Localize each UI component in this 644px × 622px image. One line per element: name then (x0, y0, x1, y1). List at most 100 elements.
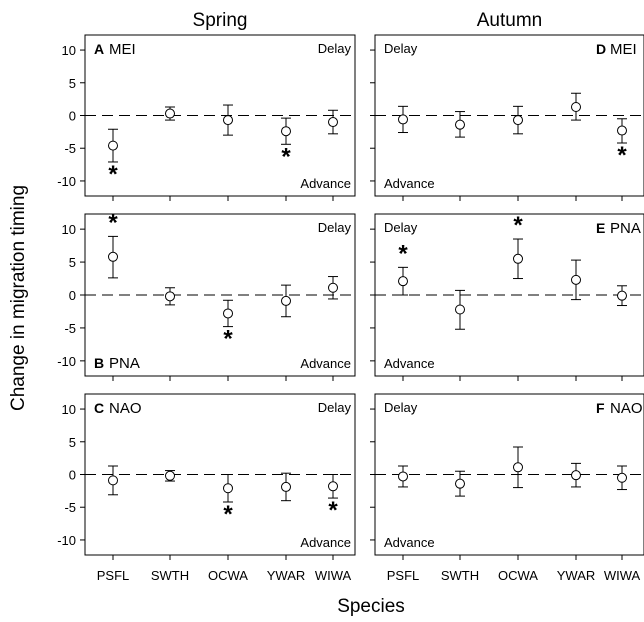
panel-letter: E (596, 220, 605, 236)
data-point (513, 462, 523, 473)
panel-c: 10 5 0 -5 -10 C NAO Delay Advance * * PSFL SWTH OCWA Y… (57, 393, 356, 583)
y-tick-label: 10 (62, 222, 76, 237)
significance-star: * (223, 326, 233, 353)
panel-d: Autumn D MEI Delay Advance * (370, 10, 644, 201)
significance-star: * (617, 142, 627, 169)
panel-letter: B (94, 355, 104, 371)
advance-label: Advance (300, 356, 351, 371)
x-category-label: WIWA (604, 568, 641, 583)
data-point (455, 304, 465, 315)
panel-letter: A (94, 41, 104, 57)
y-tick-label: 5 (69, 255, 76, 270)
y-tick-label: 0 (69, 288, 76, 303)
y-tick-label: -10 (57, 533, 76, 548)
x-category-label: WIWA (315, 568, 352, 583)
significance-star: * (108, 209, 118, 236)
significance-star: * (398, 240, 408, 267)
y-tick-label: -10 (57, 174, 76, 189)
panel-letter: D (596, 41, 606, 57)
y-tick-label: -5 (64, 500, 76, 515)
significance-star: * (108, 161, 118, 188)
column-title: Autumn (477, 10, 542, 31)
y-tick-label: 5 (69, 435, 76, 450)
data-point (223, 308, 233, 319)
data-point (223, 115, 233, 126)
data-point (165, 470, 175, 481)
panel-index-label: MEI (610, 41, 637, 58)
y-tick-label: -10 (57, 354, 76, 369)
significance-star: * (328, 497, 338, 524)
x-category-label: YWAR (557, 568, 596, 583)
significance-star: * (281, 143, 291, 170)
panel-letter: F (596, 400, 605, 416)
panel-f: F NAO Delay Advance PSFL SWTH OCWA YWAR WIWA (370, 393, 644, 583)
panel-index-label: NAO (109, 400, 142, 417)
data-point (328, 282, 338, 293)
data-point (398, 114, 408, 125)
panels: 10 5 0 -5 -10 Spring A MEI Delay Advance * * Autumn D… (57, 10, 644, 583)
delay-label: Delay (318, 400, 352, 415)
data-point (328, 481, 338, 492)
y-tick-label: 10 (62, 43, 76, 58)
x-category-label: OCWA (208, 568, 248, 583)
data-point (513, 115, 523, 126)
x-category-label: PSFL (97, 568, 130, 583)
panel-letter: C (94, 400, 104, 416)
y-axis-label: Change in migration timing (8, 185, 29, 411)
panel-a: 10 5 0 -5 -10 Spring A MEI Delay Advance * * (57, 10, 356, 201)
panel-index-label: MEI (109, 41, 136, 58)
x-category-label: SWTH (441, 568, 479, 583)
x-category-label: OCWA (498, 568, 538, 583)
delay-label: Delay (384, 400, 418, 415)
data-point (571, 101, 581, 112)
data-point (108, 251, 118, 262)
advance-label: Advance (384, 356, 435, 371)
delay-label: Delay (318, 41, 352, 56)
y-tick-label: 0 (69, 109, 76, 124)
panel-index-label: PNA (109, 355, 140, 372)
data-point (398, 471, 408, 482)
data-point (571, 274, 581, 285)
data-point (617, 125, 627, 136)
data-point (108, 475, 118, 486)
y-tick-label: 10 (62, 402, 76, 417)
delay-label: Delay (384, 41, 418, 56)
data-point (398, 276, 408, 287)
data-point (165, 291, 175, 302)
data-point (281, 126, 291, 137)
x-category-label: PSFL (387, 568, 420, 583)
data-point (165, 108, 175, 119)
data-point (455, 119, 465, 130)
x-axis-label: Species (337, 596, 405, 617)
panel-index-label: PNA (610, 220, 641, 237)
data-point (617, 472, 627, 483)
x-category-label: YWAR (267, 568, 306, 583)
delay-label: Delay (384, 220, 418, 235)
data-point (108, 140, 118, 151)
significance-star: * (223, 501, 233, 528)
advance-label: Advance (384, 535, 435, 550)
data-point (513, 253, 523, 264)
column-title: Spring (193, 10, 248, 31)
panel-e: E PNA Delay Advance * * (370, 212, 644, 381)
data-point (455, 478, 465, 489)
delay-label: Delay (318, 220, 352, 235)
data-point (617, 290, 627, 301)
data-point (223, 483, 233, 494)
advance-label: Advance (384, 176, 435, 191)
y-tick-label: -5 (64, 321, 76, 336)
x-category-label: SWTH (151, 568, 189, 583)
y-tick-label: 0 (69, 468, 76, 483)
panel-index-label: NAO (610, 400, 643, 417)
y-tick-label: -5 (64, 141, 76, 156)
y-tick-label: 5 (69, 76, 76, 91)
advance-label: Advance (300, 176, 351, 191)
data-point (281, 481, 291, 492)
advance-label: Advance (300, 535, 351, 550)
data-point (571, 470, 581, 481)
panel-b: 10 5 0 -5 -10 B PNA Delay Advance * * (57, 209, 356, 381)
data-point (328, 117, 338, 128)
significance-star: * (513, 212, 523, 239)
data-point (281, 295, 291, 306)
